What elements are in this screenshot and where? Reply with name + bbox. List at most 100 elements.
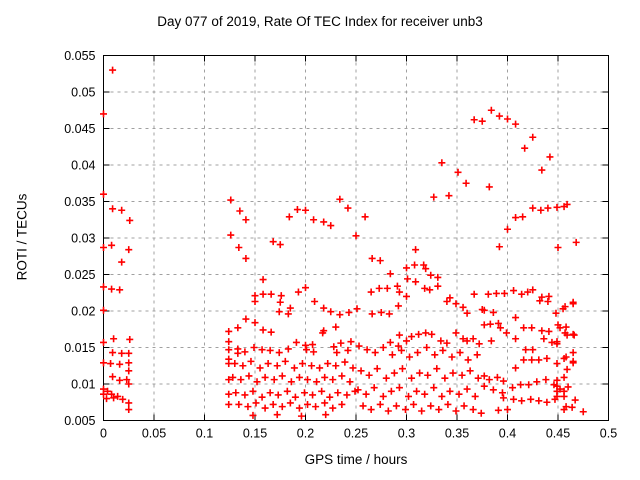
data-point-marker (290, 364, 298, 372)
data-point-marker (438, 392, 446, 400)
data-point-marker (452, 407, 460, 415)
data-point-marker (109, 66, 117, 74)
data-point-marker (406, 353, 414, 361)
data-point-marker (525, 381, 533, 389)
data-point-marker (343, 391, 351, 399)
data-point-marker (267, 328, 275, 336)
data-point-marker (242, 216, 250, 224)
data-point-marker (276, 241, 284, 249)
data-point-marker (545, 292, 553, 300)
data-point-marker (510, 395, 518, 403)
data-point-marker (422, 329, 430, 337)
data-point-marker (326, 393, 334, 401)
data-point-marker (445, 192, 453, 200)
data-point-marker (110, 335, 118, 343)
data-point-marker (225, 376, 233, 384)
data-point-marker (308, 362, 316, 370)
data-point-marker (309, 391, 317, 399)
data-point-marker (495, 112, 503, 120)
data-point-marker (411, 261, 419, 269)
data-point-marker (512, 120, 520, 128)
data-point-marker (543, 398, 551, 406)
data-point-marker (469, 335, 477, 343)
data-point-marker (329, 404, 337, 412)
data-point-marker (542, 376, 550, 384)
data-point-marker (270, 376, 278, 384)
data-point-marker (338, 372, 346, 380)
data-point-marker (433, 365, 441, 373)
data-point-marker (274, 391, 282, 399)
data-point-marker (324, 360, 332, 368)
data-point-marker (320, 218, 328, 226)
data-point-marker (527, 395, 535, 403)
data-point-marker (544, 204, 552, 212)
data-point-marker (242, 315, 250, 323)
data-point-marker (100, 190, 107, 198)
data-point-marker (385, 310, 393, 318)
data-point-marker (439, 346, 447, 354)
data-point-marker (493, 373, 501, 381)
data-point-marker (370, 384, 378, 392)
data-point-marker (383, 284, 391, 292)
data-point-marker (475, 340, 483, 348)
data-point-marker (347, 338, 355, 346)
data-point-marker (234, 349, 242, 357)
data-point-marker (264, 360, 272, 368)
data-point-marker (543, 354, 551, 362)
data-point-marker (368, 254, 376, 262)
data-point-marker (426, 286, 434, 294)
data-point-marker (359, 402, 367, 410)
y-tick-label: 0.05 (71, 86, 95, 100)
data-point-marker (473, 351, 481, 359)
data-point-marker (273, 411, 281, 419)
data-point-marker (336, 195, 344, 203)
data-point-marker (100, 359, 107, 367)
data-point-marker (509, 384, 517, 392)
data-point-marker (562, 323, 570, 331)
data-point-marker (529, 204, 537, 212)
data-point-marker (277, 292, 285, 300)
data-point-marker (474, 374, 482, 382)
data-point-marker (109, 373, 117, 381)
data-point-marker (114, 392, 122, 400)
data-point-marker (125, 380, 133, 388)
data-point-marker (300, 389, 308, 397)
y-tick-label: 0.015 (64, 341, 95, 355)
data-point-marker (100, 390, 107, 398)
data-point-marker (371, 349, 379, 357)
data-point-marker (554, 321, 562, 329)
data-point-marker (310, 348, 318, 356)
y-tick-label: 0.025 (64, 268, 95, 282)
data-point-marker (259, 276, 267, 284)
data-point-marker (103, 395, 111, 403)
x-tick-label: 0.15 (243, 427, 267, 441)
data-point-marker (116, 360, 124, 368)
y-tick-label: 0.035 (64, 195, 95, 209)
data-point-marker (387, 387, 395, 395)
data-point-marker (118, 258, 126, 266)
data-point-marker (361, 213, 369, 221)
x-tick-label: 0.05 (142, 427, 166, 441)
data-point-marker (386, 270, 394, 278)
data-point-marker (333, 349, 341, 357)
data-point-marker (125, 349, 133, 357)
data-point-marker (353, 305, 361, 313)
data-point-marker (123, 376, 131, 384)
data-point-marker (302, 206, 309, 214)
data-point-marker (320, 304, 328, 312)
data-point-marker (310, 216, 318, 224)
data-point-marker (480, 321, 488, 329)
data-point-marker (108, 390, 116, 398)
data-point-marker (362, 390, 370, 398)
data-point-marker (410, 400, 418, 408)
data-point-marker (499, 394, 507, 402)
data-point-marker (258, 393, 266, 401)
data-point-marker (261, 373, 269, 381)
data-point-marker (109, 349, 117, 357)
x-tick-label: 0.45 (546, 427, 570, 441)
data-point-marker (294, 288, 302, 296)
data-point-marker (504, 406, 511, 414)
data-point-marker (345, 308, 353, 316)
data-point-marker (349, 364, 357, 372)
data-point-marker (538, 166, 546, 174)
